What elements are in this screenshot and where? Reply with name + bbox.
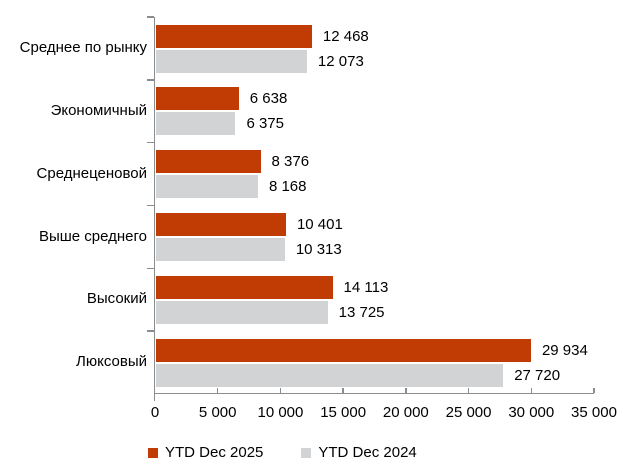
x-axis-tick [467,388,470,393]
category-label: Среднеценовой [36,164,147,182]
legend-item: YTD Dec 2024 [301,444,417,461]
bar-value-label: 10 401 [296,216,343,233]
legend-swatch-ytd-dec-2024 [301,447,312,458]
x-axis-tick-label: 15 000 [320,404,367,421]
bar-value-label: 27 720 [514,366,561,384]
category-label: Высокий [86,290,147,308]
bar-ytd-dec-2025 [155,87,239,111]
x-axis-tick [279,388,282,393]
x-axis-tick [530,388,533,393]
x-axis-tick-label: 35 000 [571,404,617,421]
bar-value-label: 14 113 [343,278,389,296]
bar-value-label: 8 168 [268,178,307,196]
bar-ytd-dec-2024 [155,238,285,261]
bar-ytd-dec-2024 [155,175,258,199]
x-axis-tick-label: 5 000 [198,404,237,421]
y-axis-tick [146,16,154,18]
y-axis-line [153,17,155,401]
y-axis-tick [146,141,154,144]
category-label: Выше среднего [38,227,147,245]
x-axis-tick-label: 25 000 [445,404,492,421]
x-axis-tick [593,388,595,393]
y-axis-tick [146,204,154,207]
x-axis-tick-label: 0 [150,404,160,421]
legend: YTD Dec 2025 YTD Dec 2024 [148,444,417,461]
y-axis-tick [146,79,154,81]
bar-ytd-dec-2024 [155,49,307,73]
x-axis-tick [342,388,344,393]
bar-value-label: 8 376 [271,153,310,171]
bar-ytd-dec-2024 [155,363,504,387]
bar-value-label: 12 073 [317,52,364,70]
x-axis-tick-label: 20 000 [382,404,429,421]
bar-ytd-dec-2025 [155,213,286,236]
bar-ytd-dec-2025 [155,338,531,362]
bar-ytd-dec-2024 [155,300,328,324]
bar-ytd-dec-2024 [155,112,236,136]
category-label: Экономичный [50,101,147,119]
bar-value-label: 29 934 [541,341,588,359]
bar-value-label: 6 375 [246,115,284,133]
x-axis-tick-label: 10 000 [257,404,304,421]
bar-ytd-dec-2025 [155,275,333,299]
legend-label: YTD Dec 2024 [318,444,417,461]
legend-label: YTD Dec 2025 [165,444,264,461]
bar-value-label: 13 725 [338,303,385,321]
y-axis-tick [146,267,154,270]
x-axis-tick-label: 30 000 [508,404,555,421]
legend-item: YTD Dec 2025 [148,444,263,461]
x-axis-tick [405,388,407,393]
bar-value-label: 10 313 [295,241,342,258]
legend-swatch-ytd-dec-2025 [148,447,158,458]
bar-ytd-dec-2025 [155,150,261,174]
bar-value-label: 12 468 [322,27,369,45]
bar-value-label: 6 638 [249,90,288,108]
x-axis-line [153,392,594,394]
category-label: Среднее по рынку [19,39,147,56]
x-axis-tick [216,388,219,393]
category-label: Люксовый [76,353,147,371]
y-axis-tick [146,330,154,332]
bar-ytd-dec-2025 [155,24,312,48]
